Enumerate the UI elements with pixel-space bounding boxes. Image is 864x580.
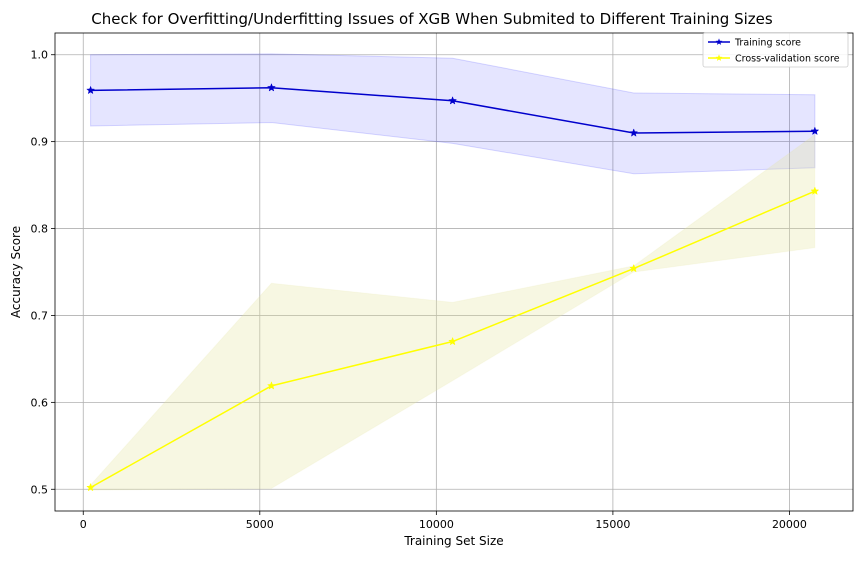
y-tick-label: 0.6: [31, 396, 49, 409]
legend-swatch-marker: [715, 54, 723, 61]
x-tick-label: 15000: [595, 518, 630, 531]
y-tick-label: 1.0: [31, 49, 49, 62]
x-axis-title: Training Set Size: [403, 534, 503, 548]
legend-box: [702, 32, 849, 68]
y-tick-label: 0.5: [31, 483, 49, 496]
x-tick-label: 0: [80, 518, 87, 531]
plot-frame: [54, 32, 854, 512]
data-point: [629, 128, 639, 137]
y-axis-title: Accuracy Score: [9, 226, 23, 318]
line-layer: [86, 83, 820, 492]
legend: Training score Cross-validation score: [702, 32, 849, 68]
y-tick-label: 0.9: [31, 136, 49, 149]
grid-layer: [55, 33, 853, 511]
tick-layer: 0 5000 10000 15000 20000 0.5 0.6 0.7 0.8 0.9 1.0: [31, 49, 807, 531]
data-point: [86, 85, 96, 95]
data-point: [448, 336, 458, 346]
data-point: [86, 482, 96, 492]
data-point: [810, 186, 820, 195]
data-point: [629, 263, 639, 273]
data-point: [448, 96, 458, 105]
data-point: [266, 83, 276, 92]
x-tick-label: 5000: [246, 518, 274, 531]
data-point: [266, 381, 276, 390]
band-layer: [90, 53, 816, 491]
x-tick-label: 20000: [772, 518, 807, 531]
confidence-band-1: [90, 133, 816, 491]
data-point: [810, 126, 820, 136]
chart-title: Check for Overfitting/Underfitting Issue…: [91, 10, 773, 28]
x-tick-label: 10000: [419, 518, 454, 531]
legend-entry: Cross-validation score: [735, 54, 840, 65]
confidence-band-0: [90, 53, 816, 175]
y-tick-label: 0.7: [31, 309, 49, 322]
y-tick-label: 0.8: [31, 223, 49, 236]
legend-entry: Training score: [734, 38, 801, 49]
legend-swatch-marker: [715, 38, 723, 45]
